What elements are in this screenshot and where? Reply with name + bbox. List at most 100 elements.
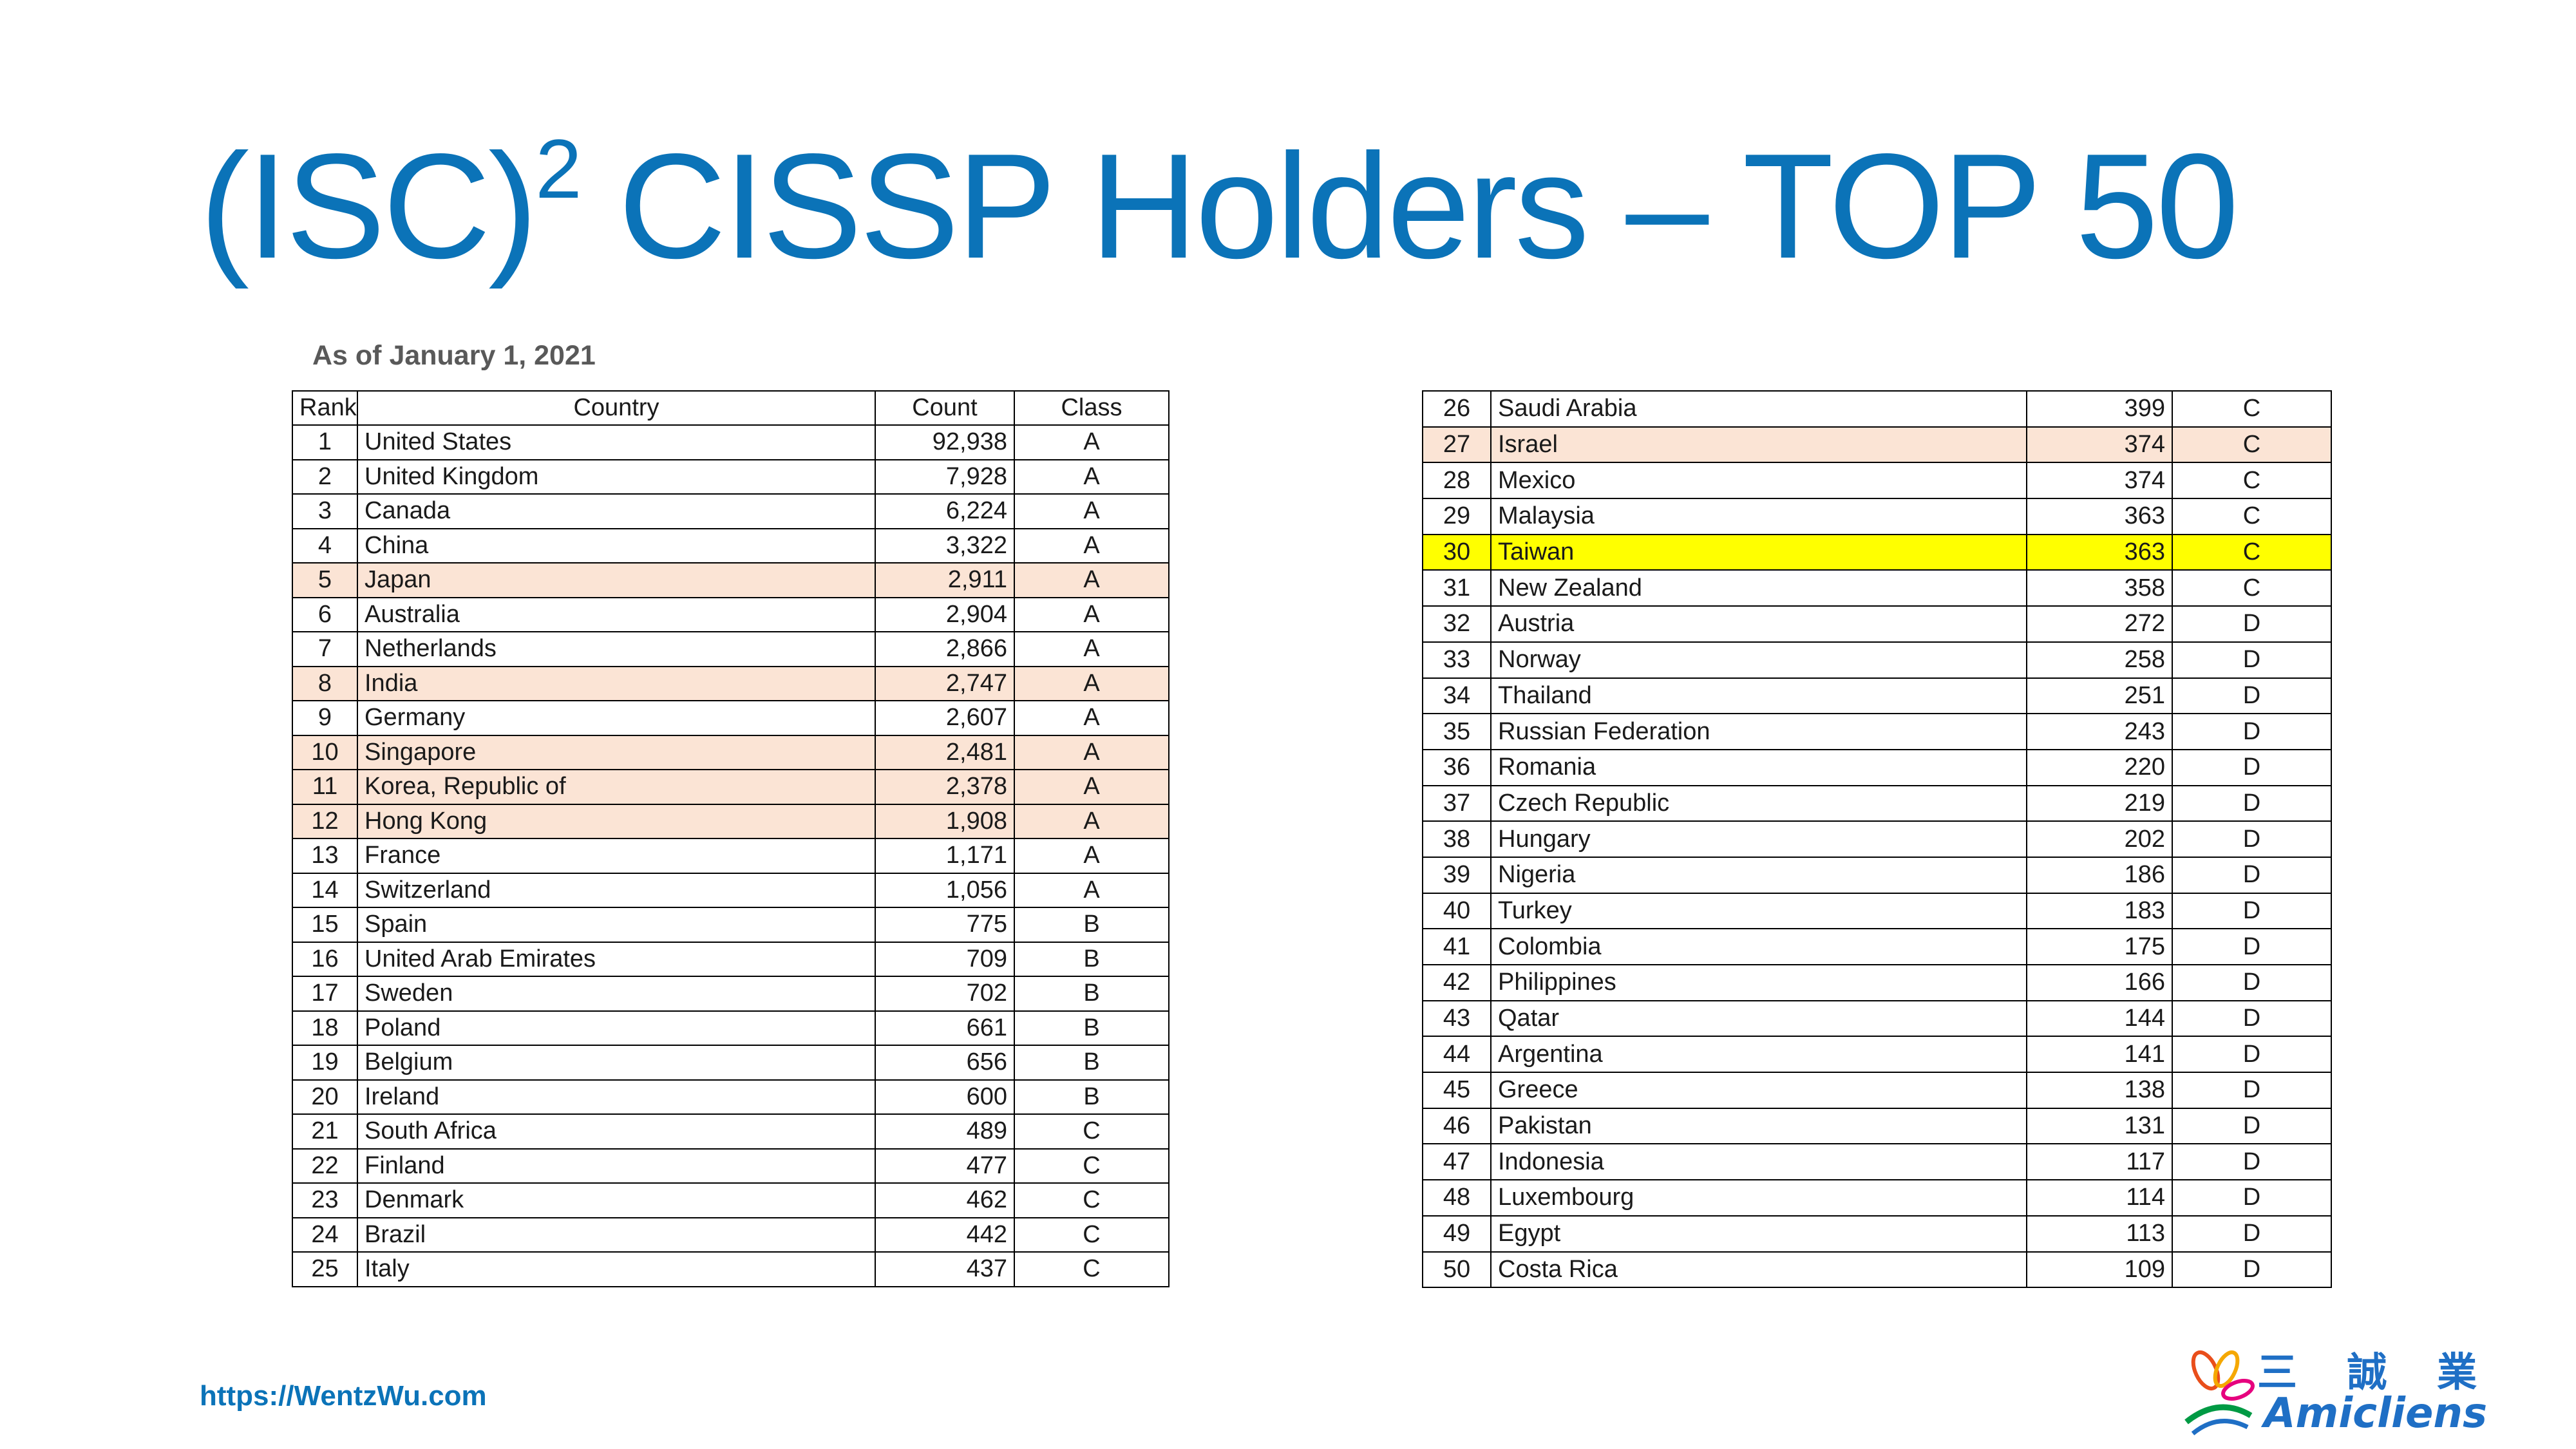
table-row: 33 Norway 258 D <box>1422 641 2332 679</box>
count-cell: 2,481 <box>875 734 1015 770</box>
rank-cell: 8 <box>292 665 358 701</box>
class-cell: D <box>2172 892 2332 930</box>
table-row: 48 Luxembourg 114 D <box>1422 1179 2332 1217</box>
country-cell: Romania <box>1490 748 2027 786</box>
count-cell: 144 <box>2026 999 2173 1037</box>
rank-cell: 35 <box>1422 713 1492 750</box>
footer-url[interactable]: https://WentzWu.com <box>200 1380 487 1412</box>
rankings-body-left: 1 United States 92,938 A 2 United Kingdom 7,92… <box>292 424 1170 1287</box>
class-cell: B <box>1014 976 1170 1012</box>
rank-cell: 4 <box>292 527 358 564</box>
header-rank: Rank <box>292 390 358 426</box>
table-row: 22 Finland 477 C <box>292 1148 1170 1184</box>
header-class: Class <box>1014 390 1170 426</box>
rankings-table-right: 26 Saudi Arabia 399 C 27 Israel 374 C 28 Mexico 37… <box>1422 390 2332 1289</box>
count-cell: 656 <box>875 1045 1015 1081</box>
country-cell: Brazil <box>357 1217 876 1253</box>
class-cell: A <box>1014 665 1170 701</box>
amicliens-logo: 三 誠 業 Amicliens <box>2180 1340 2487 1443</box>
table-row: 14 Switzerland 1,056 A <box>292 872 1170 908</box>
class-cell: A <box>1014 459 1170 495</box>
table-row: 50 Costa Rica 109 D <box>1422 1251 2332 1289</box>
count-cell: 186 <box>2026 856 2173 894</box>
rank-cell: 30 <box>1422 533 1492 571</box>
rank-cell: 47 <box>1422 1143 1492 1181</box>
table-row: 3 Canada 6,224 A <box>292 493 1170 529</box>
count-cell: 114 <box>2026 1179 2173 1217</box>
country-cell: Thailand <box>1490 677 2027 715</box>
table-row: 5 Japan 2,911 A <box>292 562 1170 598</box>
count-cell: 462 <box>875 1182 1015 1218</box>
count-cell: 219 <box>2026 784 2173 822</box>
rank-cell: 5 <box>292 562 358 598</box>
rank-cell: 49 <box>1422 1215 1492 1253</box>
count-cell: 1,056 <box>875 872 1015 908</box>
count-cell: 166 <box>2026 964 2173 1001</box>
header-count: Count <box>875 390 1015 426</box>
table-row: 37 Czech Republic 219 D <box>1422 784 2332 822</box>
table-row: 6 Australia 2,904 A <box>292 596 1170 632</box>
count-cell: 2,904 <box>875 596 1015 632</box>
count-cell: 477 <box>875 1148 1015 1184</box>
count-cell: 258 <box>2026 641 2173 679</box>
country-cell: United States <box>357 424 876 460</box>
class-cell: D <box>2172 713 2332 750</box>
country-cell: Nigeria <box>1490 856 2027 894</box>
country-cell: Colombia <box>1490 928 2027 965</box>
rank-cell: 34 <box>1422 677 1492 715</box>
logo-wordmark: Amicliens <box>2264 1390 2488 1437</box>
count-cell: 251 <box>2026 677 2173 715</box>
class-cell: C <box>1014 1182 1170 1218</box>
table-row: 25 Italy 437 C <box>292 1251 1170 1287</box>
rank-cell: 29 <box>1422 498 1492 535</box>
count-cell: 374 <box>2026 462 2173 500</box>
country-cell: Indonesia <box>1490 1143 2027 1181</box>
class-cell: B <box>1014 1045 1170 1081</box>
title-prefix: (ISC) <box>200 123 538 290</box>
class-cell: A <box>1014 803 1170 839</box>
country-cell: India <box>357 665 876 701</box>
class-cell: D <box>2172 964 2332 1001</box>
class-cell: D <box>2172 1107 2332 1145</box>
count-cell: 220 <box>2026 748 2173 786</box>
count-cell: 272 <box>2026 605 2173 643</box>
table-row: 4 China 3,322 A <box>292 527 1170 564</box>
class-cell: A <box>1014 769 1170 805</box>
country-cell: Ireland <box>357 1079 876 1115</box>
country-cell: Germany <box>357 700 876 736</box>
rank-cell: 14 <box>292 872 358 908</box>
table-row: 2 United Kingdom 7,928 A <box>292 459 1170 495</box>
country-cell: South Africa <box>357 1113 876 1150</box>
rank-cell: 21 <box>292 1113 358 1150</box>
count-cell: 489 <box>875 1113 1015 1150</box>
count-cell: 131 <box>2026 1107 2173 1145</box>
rankings-body-right: 26 Saudi Arabia 399 C 27 Israel 374 C 28 Mexico 37… <box>1422 390 2332 1289</box>
class-cell: C <box>2172 462 2332 500</box>
class-cell: C <box>2172 569 2332 607</box>
rank-cell: 6 <box>292 596 358 632</box>
country-cell: Philippines <box>1490 964 2027 1001</box>
table-row: 38 Hungary 202 D <box>1422 820 2332 858</box>
table-row: 27 Israel 374 C <box>1422 426 2332 464</box>
country-cell: Singapore <box>357 734 876 770</box>
table-row: 21 South Africa 489 C <box>292 1113 1170 1150</box>
class-cell: D <box>2172 748 2332 786</box>
count-cell: 2,747 <box>875 665 1015 701</box>
rank-cell: 37 <box>1422 784 1492 822</box>
rank-cell: 40 <box>1422 892 1492 930</box>
rank-cell: 16 <box>292 941 358 977</box>
country-cell: Qatar <box>1490 999 2027 1037</box>
table-row: 34 Thailand 251 D <box>1422 677 2332 715</box>
class-cell: A <box>1014 734 1170 770</box>
rank-cell: 39 <box>1422 856 1492 894</box>
rankings-table-left: Rank Country Count Class 1 United States 9… <box>292 390 1170 1287</box>
rank-cell: 15 <box>292 907 358 943</box>
class-cell: A <box>1014 424 1170 460</box>
rank-cell: 12 <box>292 803 358 839</box>
country-cell: New Zealand <box>1490 569 2027 607</box>
table-row: 26 Saudi Arabia 399 C <box>1422 390 2332 428</box>
count-cell: 702 <box>875 976 1015 1012</box>
count-cell: 175 <box>2026 928 2173 965</box>
rank-cell: 7 <box>292 631 358 667</box>
class-cell: D <box>2172 856 2332 894</box>
